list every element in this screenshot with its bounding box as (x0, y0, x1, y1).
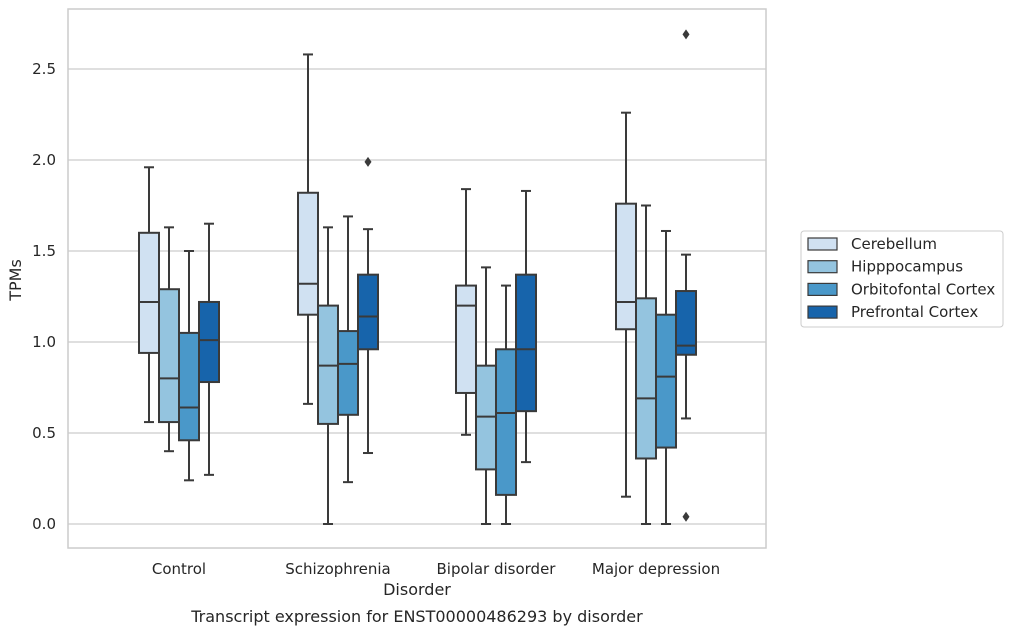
x-axis-label: Disorder (383, 580, 451, 599)
box-0-2 (455, 188, 477, 436)
box-3-1 (357, 156, 379, 455)
legend-swatch (807, 260, 838, 274)
legend-label: Hipppocampus (851, 258, 963, 276)
y-tick-label: 2.5 (32, 60, 56, 78)
plot-area (67, 8, 767, 549)
legend-label: Cerebellum (851, 235, 937, 253)
box-iqr (455, 284, 477, 394)
box-iqr (615, 202, 637, 331)
box-iqr (337, 330, 359, 416)
outlier-point (682, 29, 690, 40)
legend-swatch (807, 282, 838, 296)
box-iqr (675, 290, 697, 356)
box-iqr (515, 273, 537, 413)
box-iqr (158, 288, 180, 424)
legend-swatch (807, 237, 838, 251)
box-iqr (495, 348, 517, 496)
box-iqr (357, 273, 379, 351)
box-2-1 (337, 215, 359, 484)
legend-entries: Cerebellum Hipppocampus Orbitofontal Corte… (807, 235, 995, 321)
box-iqr (297, 191, 319, 316)
box-3-2 (515, 189, 537, 464)
box-0-3 (615, 111, 637, 498)
legend-item: Hipppocampus (807, 258, 963, 276)
y-tick-label: 1.0 (32, 333, 56, 351)
legend-label: Prefrontal Cortex (851, 303, 978, 321)
box-iqr (138, 231, 160, 354)
y-tick-label: 0.5 (32, 424, 56, 442)
box-iqr (655, 313, 677, 449)
legend-label: Orbitofontal Cortex (851, 280, 995, 298)
box-0-1 (297, 53, 319, 405)
legend-swatch (807, 305, 838, 319)
legend-item: Cerebellum (807, 235, 937, 253)
box-3-0 (198, 222, 220, 476)
box-1-0 (158, 226, 180, 453)
x-tick-label: Major depression (592, 560, 720, 578)
outlier-point (364, 156, 372, 167)
box-2-3 (655, 229, 677, 525)
x-tick-label: Control (152, 560, 206, 578)
legend-item: Orbitofontal Cortex (807, 280, 995, 298)
boxes (138, 29, 697, 525)
box-0-0 (138, 166, 160, 424)
y-tick-label: 2.0 (32, 151, 56, 169)
box-iqr (198, 300, 220, 384)
box-iqr (178, 331, 200, 442)
box-3-3 (675, 29, 697, 522)
legend-item: Prefrontal Cortex (807, 303, 978, 321)
legend: Cerebellum Hipppocampus Orbitofontal Corte… (800, 230, 1004, 328)
x-tick-labels: Control Schizophrenia Bipolar disorder Majo… (152, 560, 720, 578)
x-tick-label: Schizophrenia (285, 560, 390, 578)
legend-frame (800, 230, 1004, 328)
y-axis-label: TPMs (6, 259, 25, 302)
y-tick-label: 0.0 (32, 515, 56, 533)
outlier-point (682, 511, 690, 522)
box-2-0 (178, 250, 200, 482)
box-2-2 (495, 284, 517, 525)
box-iqr (635, 297, 657, 460)
x-tick-label: Bipolar disorder (437, 560, 557, 578)
chart-caption: Transcript expression for ENST0000048629… (190, 607, 643, 626)
y-tick-label: 1.5 (32, 242, 56, 260)
y-tick-labels: 0.0 0.5 1.0 1.5 2.0 2.5 (32, 60, 56, 533)
